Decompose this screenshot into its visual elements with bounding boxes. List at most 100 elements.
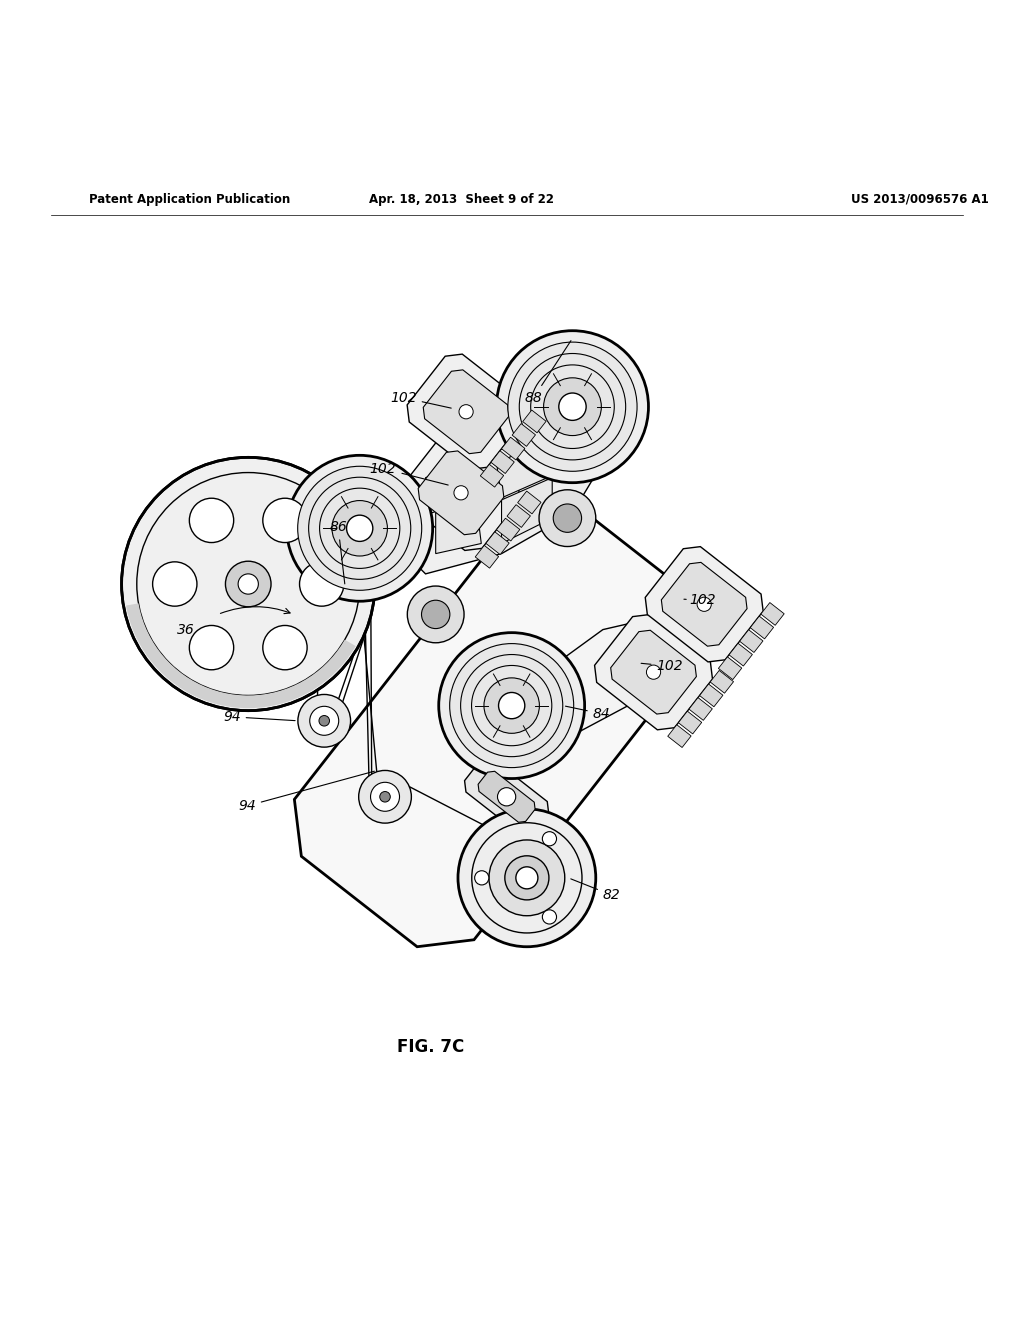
Polygon shape xyxy=(402,436,520,550)
Circle shape xyxy=(438,632,585,779)
Circle shape xyxy=(450,644,573,768)
Polygon shape xyxy=(678,711,701,734)
Circle shape xyxy=(122,457,375,710)
Circle shape xyxy=(408,586,464,643)
Circle shape xyxy=(516,867,538,888)
Text: 94: 94 xyxy=(239,771,375,813)
Circle shape xyxy=(530,364,614,449)
Circle shape xyxy=(508,342,637,471)
Circle shape xyxy=(332,500,387,556)
Polygon shape xyxy=(595,615,713,730)
Polygon shape xyxy=(475,545,499,568)
Circle shape xyxy=(309,706,339,735)
Polygon shape xyxy=(323,533,670,919)
Circle shape xyxy=(553,504,582,532)
Polygon shape xyxy=(385,437,603,574)
Polygon shape xyxy=(518,491,541,513)
Polygon shape xyxy=(761,602,784,626)
Circle shape xyxy=(189,626,233,669)
Text: 84: 84 xyxy=(565,706,610,721)
Circle shape xyxy=(189,498,233,543)
Polygon shape xyxy=(507,504,530,528)
Polygon shape xyxy=(502,437,525,459)
Circle shape xyxy=(539,490,596,546)
Circle shape xyxy=(153,562,197,606)
Polygon shape xyxy=(465,759,549,836)
Circle shape xyxy=(489,840,565,916)
Circle shape xyxy=(319,488,399,569)
Text: 102: 102 xyxy=(641,659,683,673)
Circle shape xyxy=(318,715,330,726)
Polygon shape xyxy=(699,684,723,706)
Circle shape xyxy=(346,515,373,541)
Polygon shape xyxy=(547,614,674,746)
Text: US 2013/0096576 A1: US 2013/0096576 A1 xyxy=(851,193,989,206)
Circle shape xyxy=(697,597,712,611)
Circle shape xyxy=(298,466,422,590)
Circle shape xyxy=(371,783,399,812)
Text: Apr. 18, 2013  Sheet 9 of 22: Apr. 18, 2013 Sheet 9 of 22 xyxy=(369,193,554,206)
Text: Patent Application Publication: Patent Application Publication xyxy=(89,193,291,206)
Circle shape xyxy=(263,626,307,669)
Text: 94: 94 xyxy=(223,710,295,723)
Polygon shape xyxy=(126,603,355,708)
Circle shape xyxy=(308,478,411,579)
Polygon shape xyxy=(478,771,536,822)
Polygon shape xyxy=(751,616,773,639)
Circle shape xyxy=(225,561,271,607)
Text: 88: 88 xyxy=(525,341,571,405)
Polygon shape xyxy=(426,462,476,513)
Circle shape xyxy=(505,855,549,900)
Circle shape xyxy=(497,331,648,483)
Polygon shape xyxy=(739,630,763,652)
Circle shape xyxy=(543,832,556,846)
Circle shape xyxy=(459,405,473,418)
Circle shape xyxy=(475,871,488,884)
Polygon shape xyxy=(485,532,509,554)
Circle shape xyxy=(484,678,540,734)
Circle shape xyxy=(454,486,468,500)
Polygon shape xyxy=(502,478,552,544)
Polygon shape xyxy=(497,442,552,498)
Polygon shape xyxy=(497,519,520,541)
Text: 102: 102 xyxy=(370,462,449,484)
Text: FIG. 7C: FIG. 7C xyxy=(397,1038,464,1056)
Circle shape xyxy=(298,694,350,747)
Circle shape xyxy=(239,574,258,594)
Text: 102: 102 xyxy=(684,593,716,607)
Polygon shape xyxy=(408,354,525,470)
Polygon shape xyxy=(512,424,536,446)
Circle shape xyxy=(300,562,344,606)
Polygon shape xyxy=(308,519,684,932)
Circle shape xyxy=(499,693,525,718)
Text: 102: 102 xyxy=(390,391,452,408)
Circle shape xyxy=(263,498,307,543)
Circle shape xyxy=(287,455,433,601)
Circle shape xyxy=(422,601,450,628)
Polygon shape xyxy=(423,370,509,454)
Text: 82: 82 xyxy=(570,879,621,902)
Polygon shape xyxy=(662,562,748,647)
Circle shape xyxy=(559,393,586,420)
Polygon shape xyxy=(522,411,546,433)
Polygon shape xyxy=(480,465,504,487)
Polygon shape xyxy=(294,506,698,946)
Polygon shape xyxy=(610,630,696,714)
Polygon shape xyxy=(711,671,733,693)
Polygon shape xyxy=(490,450,514,474)
Circle shape xyxy=(380,792,390,803)
Circle shape xyxy=(543,909,556,924)
Polygon shape xyxy=(729,643,753,667)
Polygon shape xyxy=(689,697,713,721)
Polygon shape xyxy=(645,546,763,661)
Polygon shape xyxy=(668,725,691,747)
Circle shape xyxy=(646,665,660,680)
Polygon shape xyxy=(418,451,504,535)
Polygon shape xyxy=(719,657,741,680)
Text: 86: 86 xyxy=(330,520,347,583)
Polygon shape xyxy=(337,548,656,904)
Circle shape xyxy=(544,378,601,436)
Circle shape xyxy=(498,788,516,807)
Circle shape xyxy=(358,771,412,824)
Text: 36: 36 xyxy=(177,623,195,636)
